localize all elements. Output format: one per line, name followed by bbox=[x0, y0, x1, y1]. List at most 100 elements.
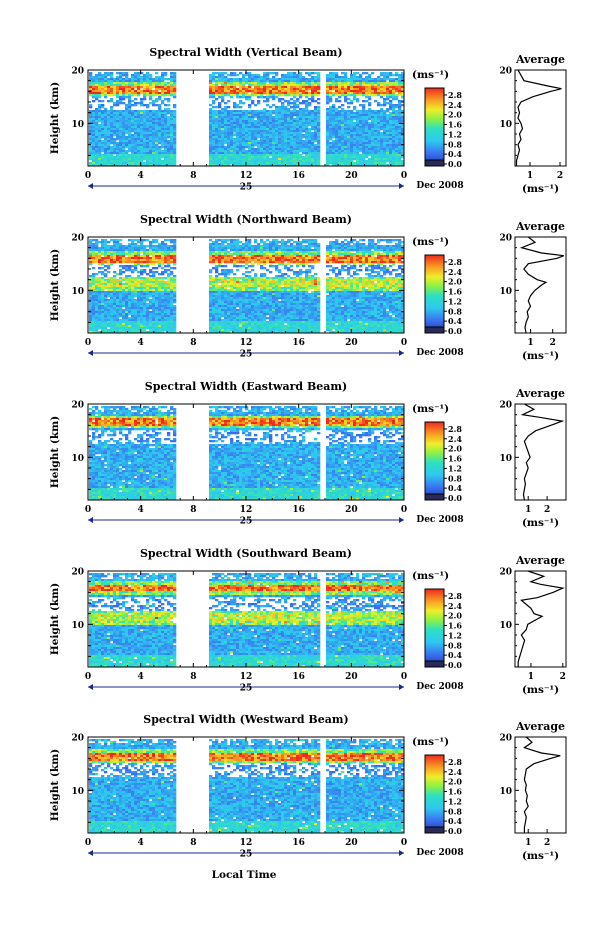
heatmap-cell bbox=[242, 132, 245, 134]
heatmap-cell bbox=[119, 162, 122, 164]
heatmap-cell bbox=[167, 88, 170, 90]
heatmap-cell bbox=[155, 104, 158, 106]
heatmap-cell bbox=[236, 160, 239, 162]
heatmap-cell bbox=[104, 114, 107, 116]
heatmap-cell bbox=[170, 114, 173, 116]
heatmap-cell bbox=[161, 160, 164, 162]
heatmap-cell bbox=[230, 136, 233, 138]
heatmap-cell bbox=[98, 152, 101, 154]
heatmap-cell bbox=[233, 72, 236, 74]
heatmap-cell bbox=[218, 144, 221, 146]
heatmap-cell bbox=[149, 84, 152, 86]
heatmap-cell bbox=[146, 160, 149, 162]
heatmap-cell bbox=[218, 104, 221, 106]
heatmap-cell bbox=[146, 82, 149, 84]
heatmap-cell bbox=[158, 92, 161, 94]
heatmap-cell bbox=[248, 114, 251, 116]
heatmap-cell bbox=[98, 154, 101, 156]
heatmap-cell bbox=[158, 138, 161, 140]
heatmap-cell bbox=[230, 134, 233, 136]
heatmap-cell bbox=[116, 112, 119, 114]
heatmap-cell bbox=[167, 136, 170, 138]
heatmap-cell bbox=[161, 110, 164, 112]
heatmap-cell bbox=[212, 96, 215, 98]
heatmap-cell bbox=[161, 134, 164, 136]
heatmap-cell bbox=[137, 132, 140, 134]
heatmap-cell bbox=[155, 72, 158, 74]
heatmap-cell bbox=[134, 82, 137, 84]
heatmap-cell bbox=[224, 124, 227, 126]
heatmap-cell bbox=[107, 84, 110, 86]
heatmap-cell bbox=[89, 124, 92, 126]
heatmap-cell bbox=[221, 146, 224, 148]
heatmap-cell bbox=[95, 124, 98, 126]
heatmap-cell bbox=[233, 118, 236, 120]
heatmap-cell bbox=[152, 78, 155, 80]
heatmap-cell bbox=[218, 136, 221, 138]
heatmap-cell bbox=[236, 152, 239, 154]
heatmap-cell bbox=[116, 154, 119, 156]
heatmap-cell bbox=[167, 100, 170, 102]
heatmap-cell bbox=[113, 144, 116, 146]
heatmap-cell bbox=[89, 82, 92, 84]
heatmap-cell bbox=[110, 150, 113, 152]
heatmap-cell bbox=[161, 80, 164, 82]
heatmap-cell bbox=[230, 160, 233, 162]
heatmap-cell bbox=[230, 110, 233, 112]
heatmap-cell bbox=[212, 122, 215, 124]
heatmap-cell bbox=[113, 128, 116, 130]
heatmap-cell bbox=[131, 118, 134, 120]
heatmap-cell bbox=[233, 150, 236, 152]
heatmap-cell bbox=[143, 130, 146, 132]
heatmap-cell bbox=[98, 132, 101, 134]
heatmap-cell bbox=[107, 78, 110, 80]
heatmap-cell bbox=[248, 136, 251, 138]
heatmap-cell bbox=[212, 84, 215, 86]
heatmap-cell bbox=[164, 130, 167, 132]
heatmap-cell bbox=[209, 90, 212, 92]
heatmap-cell bbox=[152, 160, 155, 162]
heatmap-cell bbox=[119, 158, 122, 160]
heatmap-cell bbox=[209, 134, 212, 136]
heatmap-cell bbox=[101, 114, 104, 116]
heatmap-cell bbox=[125, 158, 128, 160]
heatmap-cell bbox=[155, 84, 158, 86]
heatmap-cell bbox=[242, 90, 245, 92]
heatmap-cell bbox=[155, 78, 158, 80]
heatmap-cell bbox=[236, 122, 239, 124]
heatmap-cell bbox=[170, 76, 173, 78]
heatmap-cell bbox=[113, 126, 116, 128]
heatmap-cell bbox=[95, 160, 98, 162]
heatmap-cell bbox=[239, 158, 242, 160]
heatmap-cell bbox=[119, 82, 122, 84]
heatmap-cell bbox=[161, 128, 164, 130]
heatmap-cell bbox=[95, 108, 98, 110]
heatmap-cell bbox=[224, 154, 227, 156]
heatmap-cell bbox=[98, 76, 101, 78]
heatmap-cell bbox=[164, 74, 167, 76]
heatmap-cell bbox=[98, 118, 101, 120]
heatmap-cell bbox=[164, 136, 167, 138]
heatmap-cell bbox=[101, 160, 104, 162]
heatmap-cell bbox=[239, 96, 242, 98]
heatmap-cell bbox=[251, 162, 254, 164]
heatmap-cell bbox=[149, 160, 152, 162]
heatmap-cell bbox=[230, 118, 233, 120]
heatmap-cell bbox=[137, 84, 140, 86]
heatmap-cell bbox=[167, 154, 170, 156]
heatmap-cell bbox=[212, 80, 215, 82]
heatmap-cell bbox=[242, 96, 245, 98]
heatmap-cell bbox=[92, 84, 95, 86]
heatmap-cell bbox=[134, 126, 137, 128]
heatmap-cell bbox=[158, 160, 161, 162]
heatmap-cell bbox=[104, 160, 107, 162]
heatmap-cell bbox=[95, 88, 98, 90]
heatmap-cell bbox=[209, 162, 212, 164]
heatmap-cell bbox=[236, 96, 239, 98]
heatmap-cell bbox=[221, 72, 224, 74]
heatmap-cell bbox=[212, 94, 215, 96]
heatmap-cell bbox=[161, 116, 164, 118]
heatmap-cell bbox=[125, 128, 128, 130]
heatmap-cell bbox=[227, 116, 230, 118]
heatmap-cell bbox=[248, 130, 251, 132]
